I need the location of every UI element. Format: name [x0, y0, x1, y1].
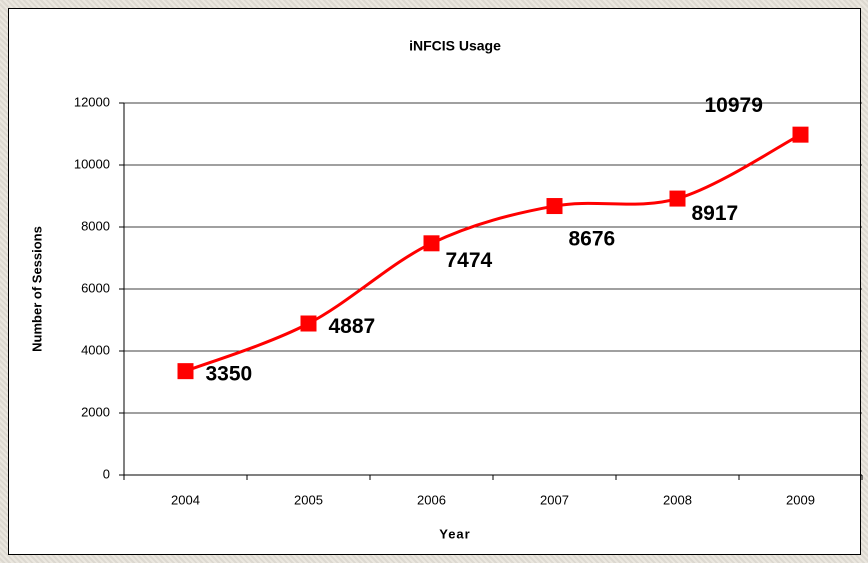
- marker: [177, 363, 194, 380]
- marker: [792, 126, 809, 143]
- data-label: 3350: [206, 363, 253, 386]
- y-tick-label: 0: [103, 466, 110, 481]
- y-tick-label: 6000: [81, 280, 110, 295]
- y-tick-label: 12000: [74, 94, 110, 109]
- chart-area: [8, 8, 861, 555]
- chart-title: iNFCIS Usage: [409, 38, 501, 54]
- x-tick-label: 2009: [786, 492, 815, 507]
- x-tick-label: 2008: [663, 492, 692, 507]
- x-tick-label: 2006: [417, 492, 446, 507]
- line: [184, 133, 802, 373]
- x-tick-label: 2004: [171, 492, 200, 507]
- data-label: 8917: [692, 202, 739, 225]
- data-label: 7474: [446, 249, 493, 272]
- x-axis-title: Year: [439, 526, 470, 541]
- marker: [300, 315, 317, 332]
- y-tick-label: 4000: [81, 342, 110, 357]
- y-tick-label: 10000: [74, 156, 110, 171]
- x-tick-label: 2005: [294, 492, 323, 507]
- y-tick-label: 2000: [81, 404, 110, 419]
- data-label: 4887: [329, 315, 376, 338]
- data-label: 8676: [569, 228, 616, 251]
- marker: [669, 190, 686, 207]
- data-label: 10979: [705, 94, 763, 117]
- y-tick-label: 8000: [81, 218, 110, 233]
- y-axis-title: Number of Sessions: [29, 226, 44, 352]
- marker: [546, 198, 563, 215]
- marker: [423, 235, 440, 252]
- x-tick-label: 2007: [540, 492, 569, 507]
